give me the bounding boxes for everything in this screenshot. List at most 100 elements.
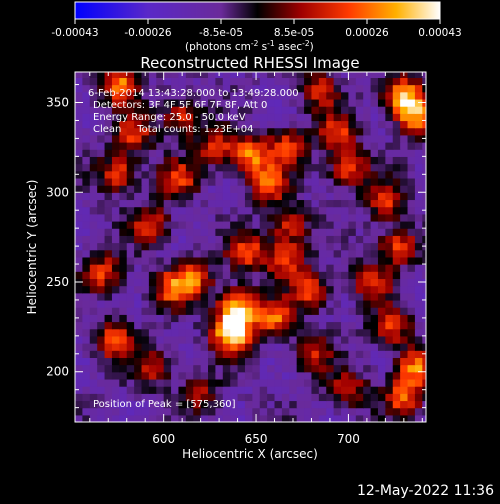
heatmap-cell — [126, 185, 135, 193]
heatmap-cell — [178, 185, 187, 193]
heatmap-cell — [126, 84, 135, 93]
heatmap-cell — [178, 357, 187, 366]
heatmap-cell — [296, 299, 305, 308]
heatmap-cell — [304, 127, 313, 136]
heatmap-cell — [185, 307, 194, 315]
heatmap-cell — [230, 170, 239, 179]
heatmap-cell — [111, 350, 120, 358]
heatmap-cell — [222, 106, 231, 114]
heatmap-cell — [163, 256, 172, 265]
heatmap-cell — [89, 321, 98, 330]
heatmap-cell — [104, 192, 113, 201]
heatmap-cell — [193, 386, 202, 394]
heatmap-cell — [89, 91, 98, 100]
heatmap-cell — [414, 407, 423, 416]
heatmap-cell — [171, 91, 180, 100]
heatmap-cell — [82, 235, 91, 244]
heatmap-cell — [82, 292, 91, 301]
heatmap-cell — [400, 393, 409, 402]
heatmap-cell — [97, 264, 106, 272]
heatmap-cell — [377, 386, 386, 394]
heatmap-cell — [97, 400, 106, 409]
heatmap-cell — [422, 156, 426, 165]
heatmap-cell — [178, 285, 187, 294]
heatmap-cell — [104, 206, 113, 215]
heatmap-cell — [141, 328, 150, 337]
heatmap-cell — [304, 335, 313, 344]
heatmap-cell — [311, 242, 320, 251]
heatmap-cell — [193, 127, 202, 136]
heatmap-cell — [97, 335, 106, 344]
heatmap-cell — [148, 220, 157, 229]
heatmap-cell — [304, 72, 313, 78]
heatmap-cell — [267, 192, 276, 201]
heatmap-cell — [215, 163, 224, 172]
heatmap-cell — [252, 314, 261, 323]
heatmap-cell — [185, 335, 194, 344]
heatmap-cell — [119, 77, 128, 86]
heatmap-cell — [355, 163, 364, 172]
heatmap-cell — [326, 91, 335, 100]
heatmap-cell — [363, 91, 372, 100]
heatmap-cell — [111, 91, 120, 100]
heatmap-cell — [208, 170, 216, 179]
heatmap-cell — [407, 407, 416, 416]
heatmap-cell — [259, 414, 268, 422]
heatmap-cell — [326, 371, 335, 380]
heatmap-cell — [193, 393, 202, 402]
heatmap-cell — [259, 343, 268, 351]
heatmap-cell — [385, 249, 394, 258]
heatmap-cell — [348, 199, 357, 208]
heatmap-cell — [185, 264, 194, 272]
heatmap-cell — [148, 163, 157, 172]
heatmap-cell — [141, 220, 150, 229]
heatmap-cell — [377, 285, 386, 294]
heatmap-cell — [348, 98, 357, 107]
heatmap-cell — [385, 113, 394, 122]
heatmap-cell — [244, 343, 253, 351]
heatmap-cell — [134, 77, 143, 86]
heatmap-cell — [215, 91, 224, 100]
heatmap-cell — [75, 271, 83, 280]
heatmap-cell — [163, 378, 172, 387]
heatmap-cell — [89, 278, 98, 287]
heatmap-cell — [163, 235, 172, 244]
heatmap-cell — [163, 371, 172, 380]
heatmap-cell — [97, 106, 106, 114]
heatmap-cell — [341, 386, 350, 394]
heatmap-cell — [208, 127, 216, 136]
heatmap-cell — [222, 314, 231, 323]
heatmap-cell — [385, 299, 394, 308]
heatmap-cell — [259, 271, 268, 280]
heatmap-cell — [200, 170, 209, 179]
heatmap-cell — [267, 321, 276, 330]
heatmap-cell — [259, 321, 268, 330]
heatmap-cell — [230, 235, 239, 244]
heatmap-cell — [89, 163, 98, 172]
heatmap-cell — [304, 192, 313, 201]
heatmap-cell — [156, 72, 165, 78]
heatmap-cell — [111, 220, 120, 229]
heatmap-cell — [104, 292, 113, 301]
heatmap-cell — [422, 343, 426, 351]
heatmap-cell — [104, 350, 113, 358]
heatmap-cell — [377, 113, 386, 122]
heatmap-cell — [407, 335, 416, 344]
heatmap-cell — [274, 271, 283, 280]
heatmap-cell — [163, 393, 172, 402]
heatmap-cell — [171, 343, 180, 351]
heatmap-cell — [171, 264, 180, 272]
heatmap-cell — [126, 307, 135, 315]
heatmap-cell — [326, 321, 335, 330]
heatmap-cell — [326, 393, 335, 402]
heatmap-cell — [208, 113, 216, 122]
heatmap-cell — [377, 371, 386, 380]
heatmap-cell — [414, 414, 423, 422]
heatmap-cell — [259, 77, 268, 86]
heatmap-cell — [237, 249, 246, 258]
heatmap-cell — [267, 170, 276, 179]
heatmap-cell — [237, 213, 246, 222]
heatmap-cell — [377, 149, 386, 157]
heatmap-cell — [89, 386, 98, 394]
heatmap-cell — [311, 343, 320, 351]
